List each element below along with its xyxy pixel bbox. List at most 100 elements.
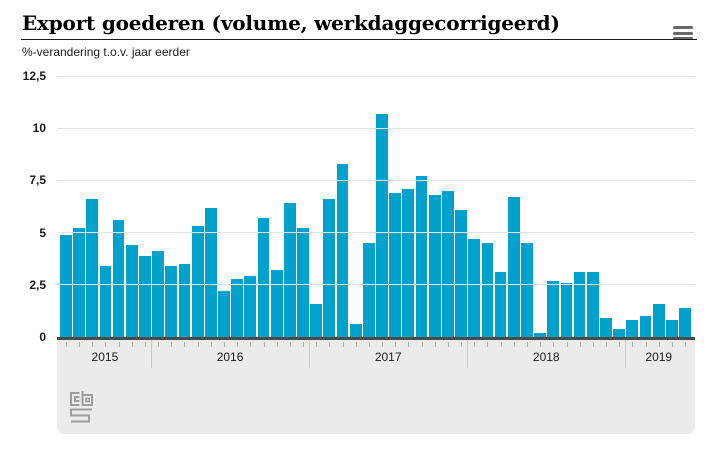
bar[interactable] xyxy=(455,209,467,337)
bar[interactable] xyxy=(468,238,481,337)
bar[interactable] xyxy=(244,276,257,337)
bar[interactable] xyxy=(152,251,164,337)
bar[interactable] xyxy=(125,245,138,337)
month-tick xyxy=(131,342,133,347)
bar[interactable] xyxy=(665,320,678,337)
gridline xyxy=(57,232,695,234)
bar[interactable] xyxy=(481,243,494,337)
plot-area xyxy=(57,75,695,337)
year-label: 2015 xyxy=(91,350,119,364)
bar[interactable] xyxy=(639,316,652,337)
x-axis-panel: 2015 2016 2017 2018 2019 xyxy=(57,340,695,434)
month-tick xyxy=(342,342,344,347)
month-tick xyxy=(671,342,673,347)
bar[interactable] xyxy=(218,291,230,337)
year-segment-2015: 2015 xyxy=(59,340,152,368)
bar[interactable] xyxy=(73,228,85,337)
month-tick xyxy=(368,342,370,347)
month-tick xyxy=(250,342,252,347)
year-label: 2019 xyxy=(645,350,673,364)
gridline xyxy=(57,284,695,286)
month-tick xyxy=(105,342,107,347)
y-axis-tick-label: 10 xyxy=(32,121,46,136)
month-tick xyxy=(158,342,160,347)
bar[interactable] xyxy=(139,255,151,337)
year-segment-2016: 2016 xyxy=(152,340,310,368)
bar[interactable] xyxy=(165,266,178,337)
y-axis-tick-label: 2,5 xyxy=(29,277,46,292)
y-axis-tick-label: 7,5 xyxy=(29,173,46,188)
bar[interactable] xyxy=(376,113,388,337)
month-tick xyxy=(447,342,449,347)
month-tick xyxy=(685,342,687,347)
month-tick xyxy=(421,342,423,347)
x-axis-baseline xyxy=(57,337,695,340)
month-tick xyxy=(237,342,239,347)
bar[interactable] xyxy=(389,192,402,337)
bar[interactable] xyxy=(257,217,270,337)
month-tick xyxy=(118,342,120,347)
y-axis-tick-label: 0 xyxy=(39,330,46,344)
bar[interactable] xyxy=(402,188,415,337)
chart-title: Export goederen (volume, werkdaggecorrig… xyxy=(22,11,560,35)
month-tick xyxy=(566,342,568,347)
bar[interactable] xyxy=(547,280,560,337)
bar-series xyxy=(57,76,695,337)
month-tick xyxy=(579,342,581,347)
bar[interactable] xyxy=(297,228,309,337)
month-tick xyxy=(434,342,436,347)
month-tick xyxy=(210,342,212,347)
hamburger-menu-icon[interactable] xyxy=(673,26,693,40)
month-tick xyxy=(461,342,463,347)
bar[interactable] xyxy=(191,226,204,337)
month-tick xyxy=(474,342,476,347)
bar[interactable] xyxy=(283,203,296,337)
bar[interactable] xyxy=(86,199,99,337)
bar[interactable] xyxy=(507,197,520,337)
bar[interactable] xyxy=(204,207,217,337)
bar[interactable] xyxy=(112,220,125,337)
bar[interactable] xyxy=(600,318,612,337)
bar[interactable] xyxy=(494,272,507,337)
bar[interactable] xyxy=(626,320,639,337)
bar[interactable] xyxy=(231,278,244,337)
month-tick xyxy=(289,342,291,347)
bar[interactable] xyxy=(99,266,112,337)
bar[interactable] xyxy=(441,190,454,337)
month-tick xyxy=(355,342,357,347)
bar[interactable] xyxy=(560,282,573,337)
gridline xyxy=(57,75,695,77)
bar[interactable] xyxy=(613,328,625,337)
month-tick xyxy=(329,342,331,347)
bar[interactable] xyxy=(270,270,283,337)
month-tick xyxy=(303,342,305,347)
bar[interactable] xyxy=(60,234,72,337)
chart-subtitle: %-verandering t.o.v. jaar eerder xyxy=(22,45,190,59)
bar[interactable] xyxy=(652,303,665,337)
year-segment-2018: 2018 xyxy=(468,340,626,368)
month-tick xyxy=(645,342,647,347)
bar[interactable] xyxy=(573,272,586,337)
bar[interactable] xyxy=(362,243,375,337)
bar[interactable] xyxy=(310,303,323,337)
bar[interactable] xyxy=(349,324,362,337)
year-label: 2018 xyxy=(532,350,560,364)
bar[interactable] xyxy=(323,199,336,337)
month-tick xyxy=(658,342,660,347)
month-tick xyxy=(144,342,146,347)
bar[interactable] xyxy=(521,243,533,337)
bar[interactable] xyxy=(679,307,691,337)
bar[interactable] xyxy=(586,272,599,337)
bar[interactable] xyxy=(415,176,428,337)
y-axis-tick-label: 5 xyxy=(39,225,46,240)
gridline xyxy=(57,127,695,129)
bar[interactable] xyxy=(534,332,546,337)
month-tick xyxy=(65,342,67,347)
month-tick xyxy=(500,342,502,347)
month-tick xyxy=(395,342,397,347)
gridline xyxy=(57,179,695,181)
bar[interactable] xyxy=(428,195,441,337)
bar[interactable] xyxy=(178,263,191,337)
bar[interactable] xyxy=(336,163,349,337)
